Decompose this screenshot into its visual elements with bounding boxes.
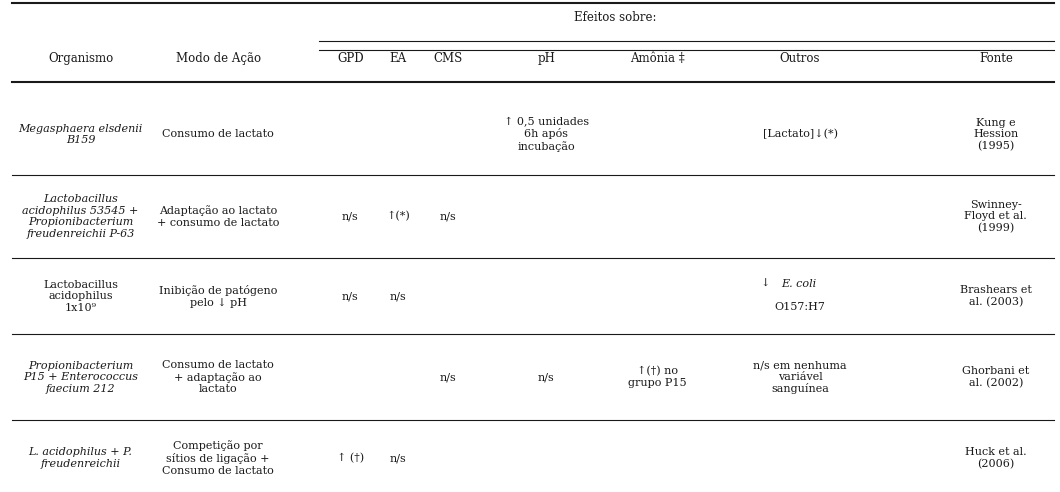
Text: Consumo de lactato: Consumo de lactato (162, 129, 273, 139)
Text: n/s: n/s (439, 212, 456, 221)
Text: Huck et al.
(2006): Huck et al. (2006) (965, 447, 1027, 469)
Text: Adaptação ao lactato
+ consumo de lactato: Adaptação ao lactato + consumo de lactat… (157, 205, 279, 228)
Text: Fonte: Fonte (978, 52, 1012, 65)
Text: E. coli: E. coli (781, 279, 816, 289)
Text: Outros: Outros (780, 52, 820, 65)
Text: Inibição de patógeno
pelo ↓ pH: Inibição de patógeno pelo ↓ pH (159, 285, 278, 308)
Text: n/s: n/s (439, 372, 456, 382)
Text: GPD: GPD (337, 52, 364, 65)
Text: Lactobacillus
acidophilus 53545 +
Propionibacterium
freudenreichii P-63: Lactobacillus acidophilus 53545 + Propio… (22, 194, 139, 239)
Text: EA: EA (389, 52, 407, 65)
Text: ↑(†) no
grupo P15: ↑(†) no grupo P15 (628, 366, 687, 388)
Text: Megasphaera elsdenii
B159: Megasphaera elsdenii B159 (18, 123, 143, 145)
Text: ↓: ↓ (761, 279, 774, 289)
Text: Amônia ‡: Amônia ‡ (630, 52, 685, 65)
Text: n/s: n/s (342, 291, 358, 301)
Text: [Lactato]↓(*): [Lactato]↓(*) (762, 129, 837, 140)
Text: Organismo: Organismo (48, 52, 113, 65)
Text: ↑ 0,5 unidades
6h após
incubação: ↑ 0,5 unidades 6h após incubação (504, 117, 588, 152)
Text: L. acidophilus + P.
freudenreichii: L. acidophilus + P. freudenreichii (29, 447, 132, 469)
Text: Efeitos sobre:: Efeitos sobre: (573, 10, 656, 24)
Text: pH: pH (537, 52, 555, 65)
Text: Swinney-
Floyd et al.
(1999): Swinney- Floyd et al. (1999) (965, 200, 1027, 233)
Text: ↑(*): ↑(*) (386, 212, 410, 222)
Text: n/s: n/s (390, 453, 406, 463)
Text: n/s: n/s (342, 212, 358, 221)
Text: CMS: CMS (434, 52, 462, 65)
Text: Modo de Ação: Modo de Ação (176, 52, 261, 65)
Text: Consumo de lactato
+ adaptação ao
lactato: Consumo de lactato + adaptação ao lactat… (162, 360, 273, 395)
Text: Competição por
sítios de ligação +
Consumo de lactato: Competição por sítios de ligação + Consu… (162, 440, 273, 476)
Text: Brashears et
al. (2003): Brashears et al. (2003) (960, 285, 1031, 308)
Text: Lactobacillus
acidophilus
1x10⁹: Lactobacillus acidophilus 1x10⁹ (43, 279, 118, 313)
Text: Ghorbani et
al. (2002): Ghorbani et al. (2002) (962, 366, 1029, 388)
Text: n/s: n/s (390, 291, 406, 301)
Text: O157:H7: O157:H7 (775, 302, 826, 312)
Text: n/s em nenhuma
variável
sanguínea: n/s em nenhuma variável sanguínea (754, 360, 847, 395)
Text: Kung e
Hession
(1995): Kung e Hession (1995) (973, 118, 1019, 151)
Text: n/s: n/s (537, 372, 554, 382)
Text: Propionibacterium
P15 + Enterococcus
faecium 212: Propionibacterium P15 + Enterococcus fae… (23, 361, 138, 394)
Text: ↑ (†): ↑ (†) (337, 453, 364, 463)
